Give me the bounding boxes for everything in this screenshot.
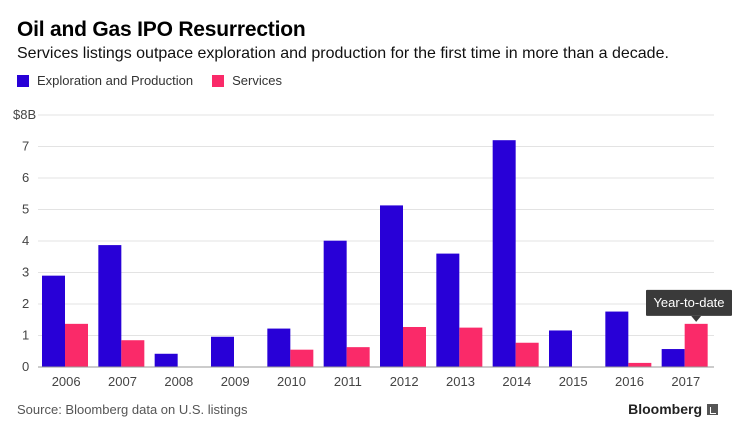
chart-title: Oil and Gas IPO Resurrection: [17, 18, 306, 41]
x-tick-label: 2006: [52, 374, 81, 389]
y-tick-label: $8B: [13, 107, 36, 122]
chart-icon: [707, 403, 718, 415]
x-tick-label: 2007: [108, 374, 137, 389]
y-tick-label: 6: [22, 170, 29, 185]
bar-services-2017: [684, 323, 708, 367]
y-tick-label: 5: [22, 202, 29, 217]
legend-label-services: Services: [232, 73, 282, 88]
y-tick-label: 2: [22, 296, 29, 311]
annotation-box: [646, 289, 732, 316]
bar-exploration-2011: [323, 240, 347, 367]
y-tick-label: 0: [22, 359, 29, 374]
legend-label-exploration: Exploration and Production: [37, 73, 194, 88]
x-tick-label: 2013: [446, 374, 475, 389]
bar-services-2016: [628, 362, 652, 367]
x-tick-label: 2014: [502, 374, 531, 389]
x-tick-label: 2008: [164, 374, 193, 389]
x-tick-label: 2017: [671, 374, 700, 389]
legend-item-services: Services: [212, 73, 282, 88]
bar-exploration-2008: [154, 353, 178, 367]
chart-subtitle: Services listings outpace exploration an…: [17, 45, 669, 62]
bar-services-2007: [121, 340, 145, 367]
legend: Exploration and Production Services: [17, 73, 301, 88]
source-note: Source: Bloomberg data on U.S. listings: [17, 402, 248, 417]
legend-item-exploration: Exploration and Production: [17, 73, 193, 88]
y-tick-label: 4: [22, 233, 29, 248]
brand-logo: Bloomberg: [628, 401, 718, 417]
bar-exploration-2012: [380, 205, 403, 367]
bar-services-2006: [65, 323, 88, 367]
bar-exploration-2010: [267, 328, 291, 367]
bar-exploration-2007: [98, 245, 122, 367]
annotation-pointer: [691, 315, 702, 322]
bar-exploration-2015: [549, 330, 572, 367]
y-tick-label: 1: [22, 328, 29, 343]
bar-exploration-2016: [605, 311, 629, 367]
x-tick-label: 2016: [615, 374, 644, 389]
legend-swatch-services: [212, 74, 225, 87]
x-tick-label: 2009: [221, 374, 250, 389]
bar-exploration-2006: [42, 275, 65, 367]
legend-swatch-exploration: [17, 74, 29, 87]
bar-services-2010: [290, 349, 314, 367]
x-tick-label: 2010: [277, 374, 306, 389]
annotation-label: Year-to-date: [653, 295, 724, 310]
bar-services-2012: [403, 326, 426, 367]
bar-services-2011: [346, 347, 370, 367]
bar-services-2014: [515, 342, 539, 367]
bar-exploration-2014: [492, 140, 516, 367]
x-tick-label: 2012: [390, 374, 419, 389]
x-tick-label: 2015: [559, 374, 588, 389]
x-tick-label: 2011: [334, 374, 362, 389]
bar-exploration-2009: [211, 336, 234, 367]
y-tick-label: 3: [22, 265, 29, 280]
bar-exploration-2017: [661, 349, 685, 367]
brand-name: Bloomberg: [628, 401, 702, 417]
bar-services-2013: [459, 327, 483, 367]
y-tick-label: 7: [22, 139, 29, 154]
bar-exploration-2013: [436, 253, 460, 367]
